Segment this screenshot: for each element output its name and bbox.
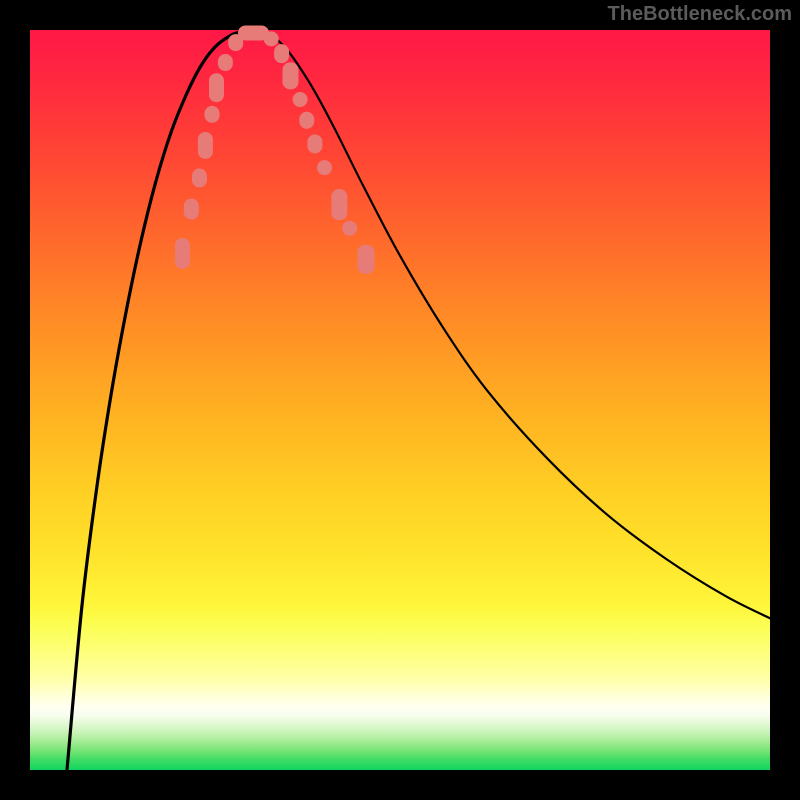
data-marker: [358, 245, 374, 273]
data-marker: [293, 93, 307, 107]
chart-frame: TheBottleneck.com: [0, 0, 800, 800]
data-marker: [264, 32, 278, 46]
data-marker: [318, 161, 332, 175]
chart-svg: [0, 0, 800, 800]
data-marker: [283, 63, 298, 89]
data-marker: [205, 106, 219, 122]
watermark-text: TheBottleneck.com: [608, 3, 792, 26]
data-marker: [198, 132, 212, 158]
data-marker: [308, 135, 322, 153]
data-marker: [175, 238, 189, 268]
data-marker: [209, 74, 223, 102]
data-marker: [184, 199, 198, 219]
data-marker: [218, 55, 232, 71]
data-marker: [332, 190, 347, 220]
data-marker: [343, 221, 357, 235]
data-marker: [192, 169, 206, 187]
gradient-background: [30, 30, 770, 770]
data-marker: [300, 112, 314, 128]
data-marker: [275, 45, 289, 63]
